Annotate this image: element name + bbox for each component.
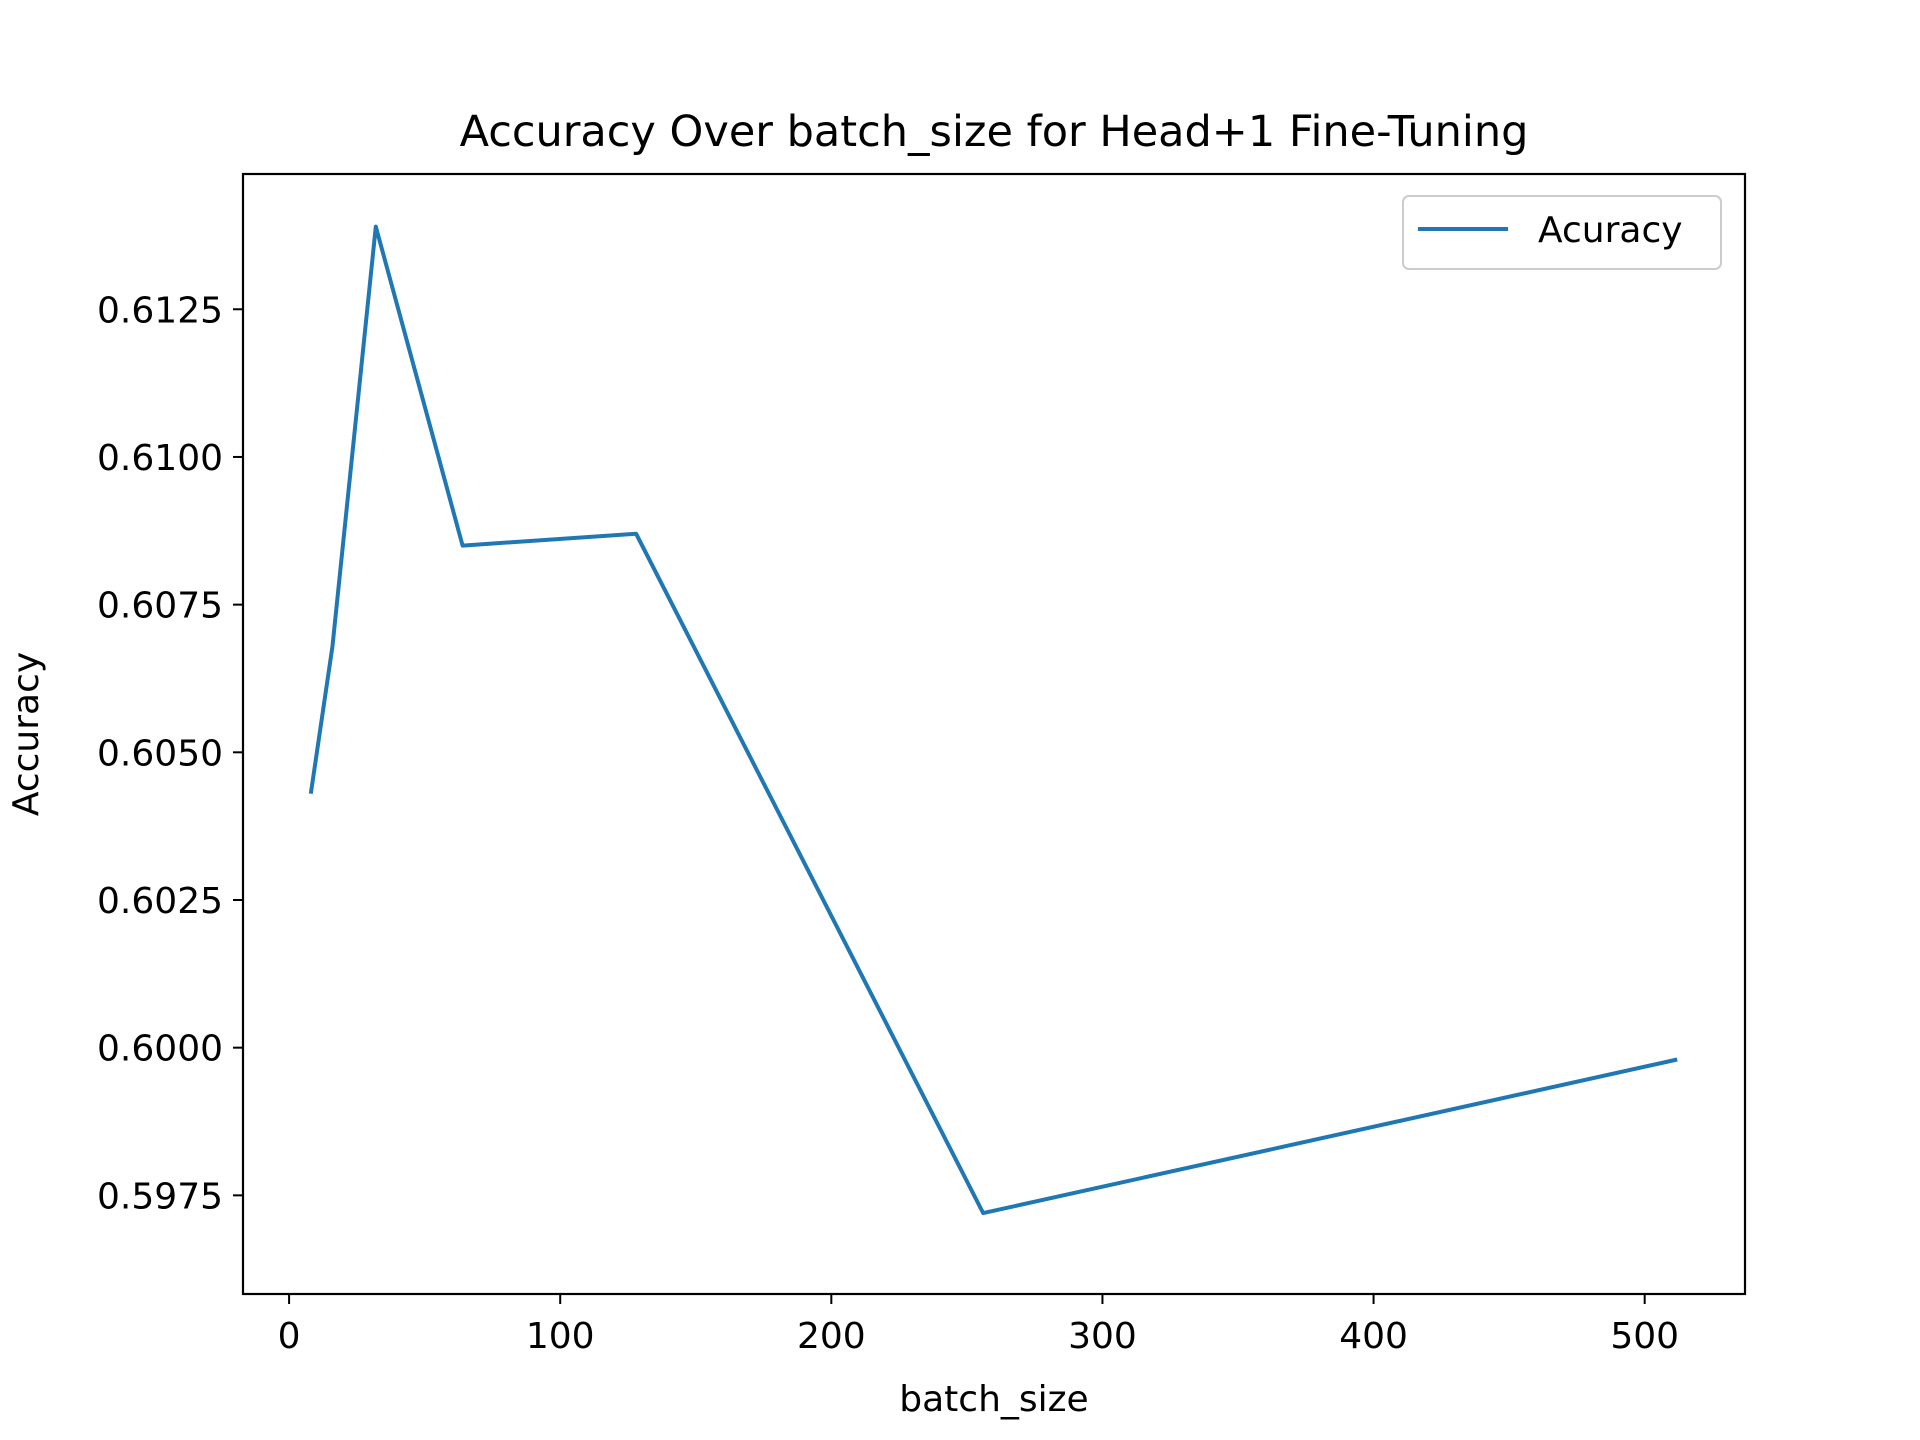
x-tick-label: 500	[1610, 1316, 1679, 1357]
y-axis-label: Accuracy	[6, 652, 47, 816]
y-tick-label: 0.6075	[97, 586, 223, 627]
plot-area	[241, 172, 1747, 1296]
x-axis-ticks: 0 100 200 300 400 500	[278, 1294, 1679, 1357]
y-tick-label: 0.5975	[97, 1176, 223, 1217]
series-layer	[308, 224, 1678, 1216]
y-tick-label: 0.6125	[97, 290, 223, 331]
x-axis-label: batch_size	[899, 1379, 1088, 1420]
legend: Acuracy	[1402, 195, 1722, 270]
y-tick-label: 0.6025	[97, 881, 223, 922]
series-line-0	[308, 224, 1678, 1216]
chart-title: Accuracy Over batch_size for Head+1 Fine…	[460, 107, 1529, 157]
legend-label: Acuracy	[1538, 210, 1683, 251]
x-tick-label: 100	[526, 1316, 595, 1357]
y-axis-ticks: 0.5975 0.6000 0.6025 0.6050 0.6075 0.6100 0.61…	[97, 290, 243, 1217]
x-tick-label: 200	[797, 1316, 866, 1357]
x-tick-label: 0	[278, 1316, 301, 1357]
y-tick-label: 0.6000	[97, 1029, 223, 1070]
x-tick-label: 400	[1339, 1316, 1408, 1357]
y-tick-label: 0.6100	[97, 438, 223, 479]
x-tick-label: 300	[1068, 1316, 1137, 1357]
y-tick-label: 0.6050	[97, 733, 223, 774]
legend-box	[1402, 195, 1722, 270]
